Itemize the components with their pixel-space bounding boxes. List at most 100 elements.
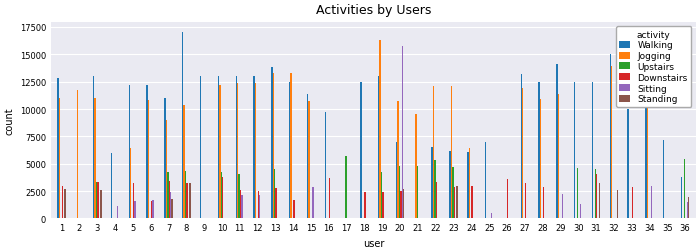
Bar [100,190,102,218]
Bar [111,153,112,218]
Bar [663,140,664,218]
Bar [164,99,166,218]
Bar [237,83,239,218]
Bar [345,156,346,218]
Bar [307,94,308,218]
Bar [289,82,290,218]
Bar [521,75,522,218]
Bar [129,86,130,218]
Bar [290,74,292,218]
Bar [271,68,272,218]
Bar [631,187,633,218]
Bar [522,89,524,218]
Bar [239,174,240,218]
Bar [451,87,452,218]
Bar [538,82,540,218]
Bar [365,192,366,218]
Bar [200,77,202,218]
Bar [562,195,564,218]
Bar [645,82,647,218]
Bar [379,41,381,218]
Bar [253,77,255,218]
Bar [467,152,468,218]
Bar [274,170,275,218]
Bar [431,148,433,218]
Bar [130,149,132,218]
Bar [183,105,185,218]
Bar [617,190,618,218]
Bar [62,186,63,218]
Bar [491,213,492,218]
Y-axis label: count: count [4,107,14,134]
Bar [166,120,167,218]
Bar [152,200,153,218]
Bar [64,189,66,218]
Bar [186,184,188,218]
Bar [540,100,541,218]
Bar [399,166,400,218]
Bar [558,94,559,218]
Bar [381,173,382,218]
Bar [449,151,451,218]
Bar [360,82,362,218]
Bar [275,188,276,218]
Bar [580,204,581,218]
Bar [485,142,486,218]
Bar [182,33,183,218]
Bar [240,190,241,218]
Bar [525,184,526,218]
Bar [167,173,169,218]
Bar [148,101,149,218]
Bar [592,82,593,218]
Bar [189,184,190,218]
Bar [577,168,578,218]
Bar [596,174,598,218]
Bar [542,187,544,218]
Bar [402,46,403,218]
Bar [59,99,60,218]
Bar [651,186,652,218]
Bar [556,65,558,218]
Bar [272,74,274,218]
Bar [134,201,136,218]
Bar [96,183,97,218]
Bar [415,115,416,218]
Bar [382,192,384,218]
Bar [241,196,243,218]
Bar [416,166,418,218]
Bar [687,202,688,218]
Bar [599,184,601,218]
Bar [456,186,458,218]
Bar [611,67,612,218]
Bar [329,178,330,218]
Bar [468,149,470,218]
Bar [325,113,326,218]
Bar [684,160,685,218]
Bar [435,183,438,218]
Bar [76,91,78,218]
Bar [471,186,472,218]
Bar [259,196,260,218]
X-axis label: user: user [363,238,384,248]
Bar [594,170,596,218]
Bar [434,161,435,218]
Legend: Walking, Jogging, Upstairs, Downstairs, Sitting, Standing: Walking, Jogging, Upstairs, Downstairs, … [616,27,692,108]
Bar [255,83,256,218]
Bar [610,55,611,218]
Bar [220,173,222,218]
Bar [627,110,629,218]
Bar [507,179,508,218]
Bar [93,77,95,218]
Bar [222,177,223,218]
Bar [218,77,219,218]
Bar [308,102,309,218]
Bar [57,79,59,218]
Bar [574,82,575,218]
Bar [150,201,152,218]
Bar [647,88,648,218]
Bar [454,187,455,218]
Bar [312,187,314,218]
Bar [398,102,399,218]
Bar [185,172,186,218]
Bar [116,207,118,218]
